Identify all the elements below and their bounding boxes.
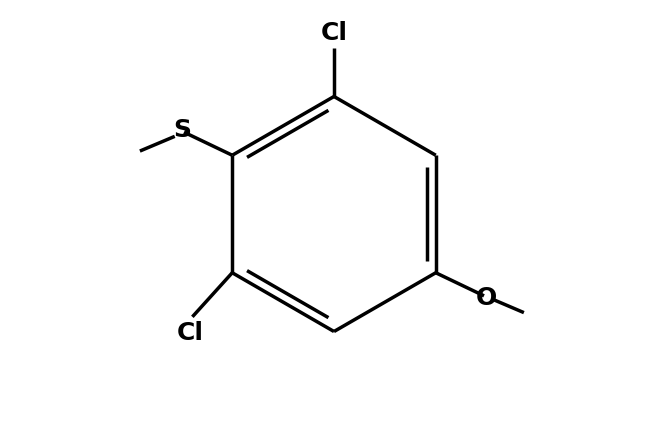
Text: S: S: [173, 118, 191, 142]
Text: Cl: Cl: [321, 21, 347, 45]
Text: O: O: [476, 286, 497, 310]
Text: Cl: Cl: [177, 321, 204, 345]
